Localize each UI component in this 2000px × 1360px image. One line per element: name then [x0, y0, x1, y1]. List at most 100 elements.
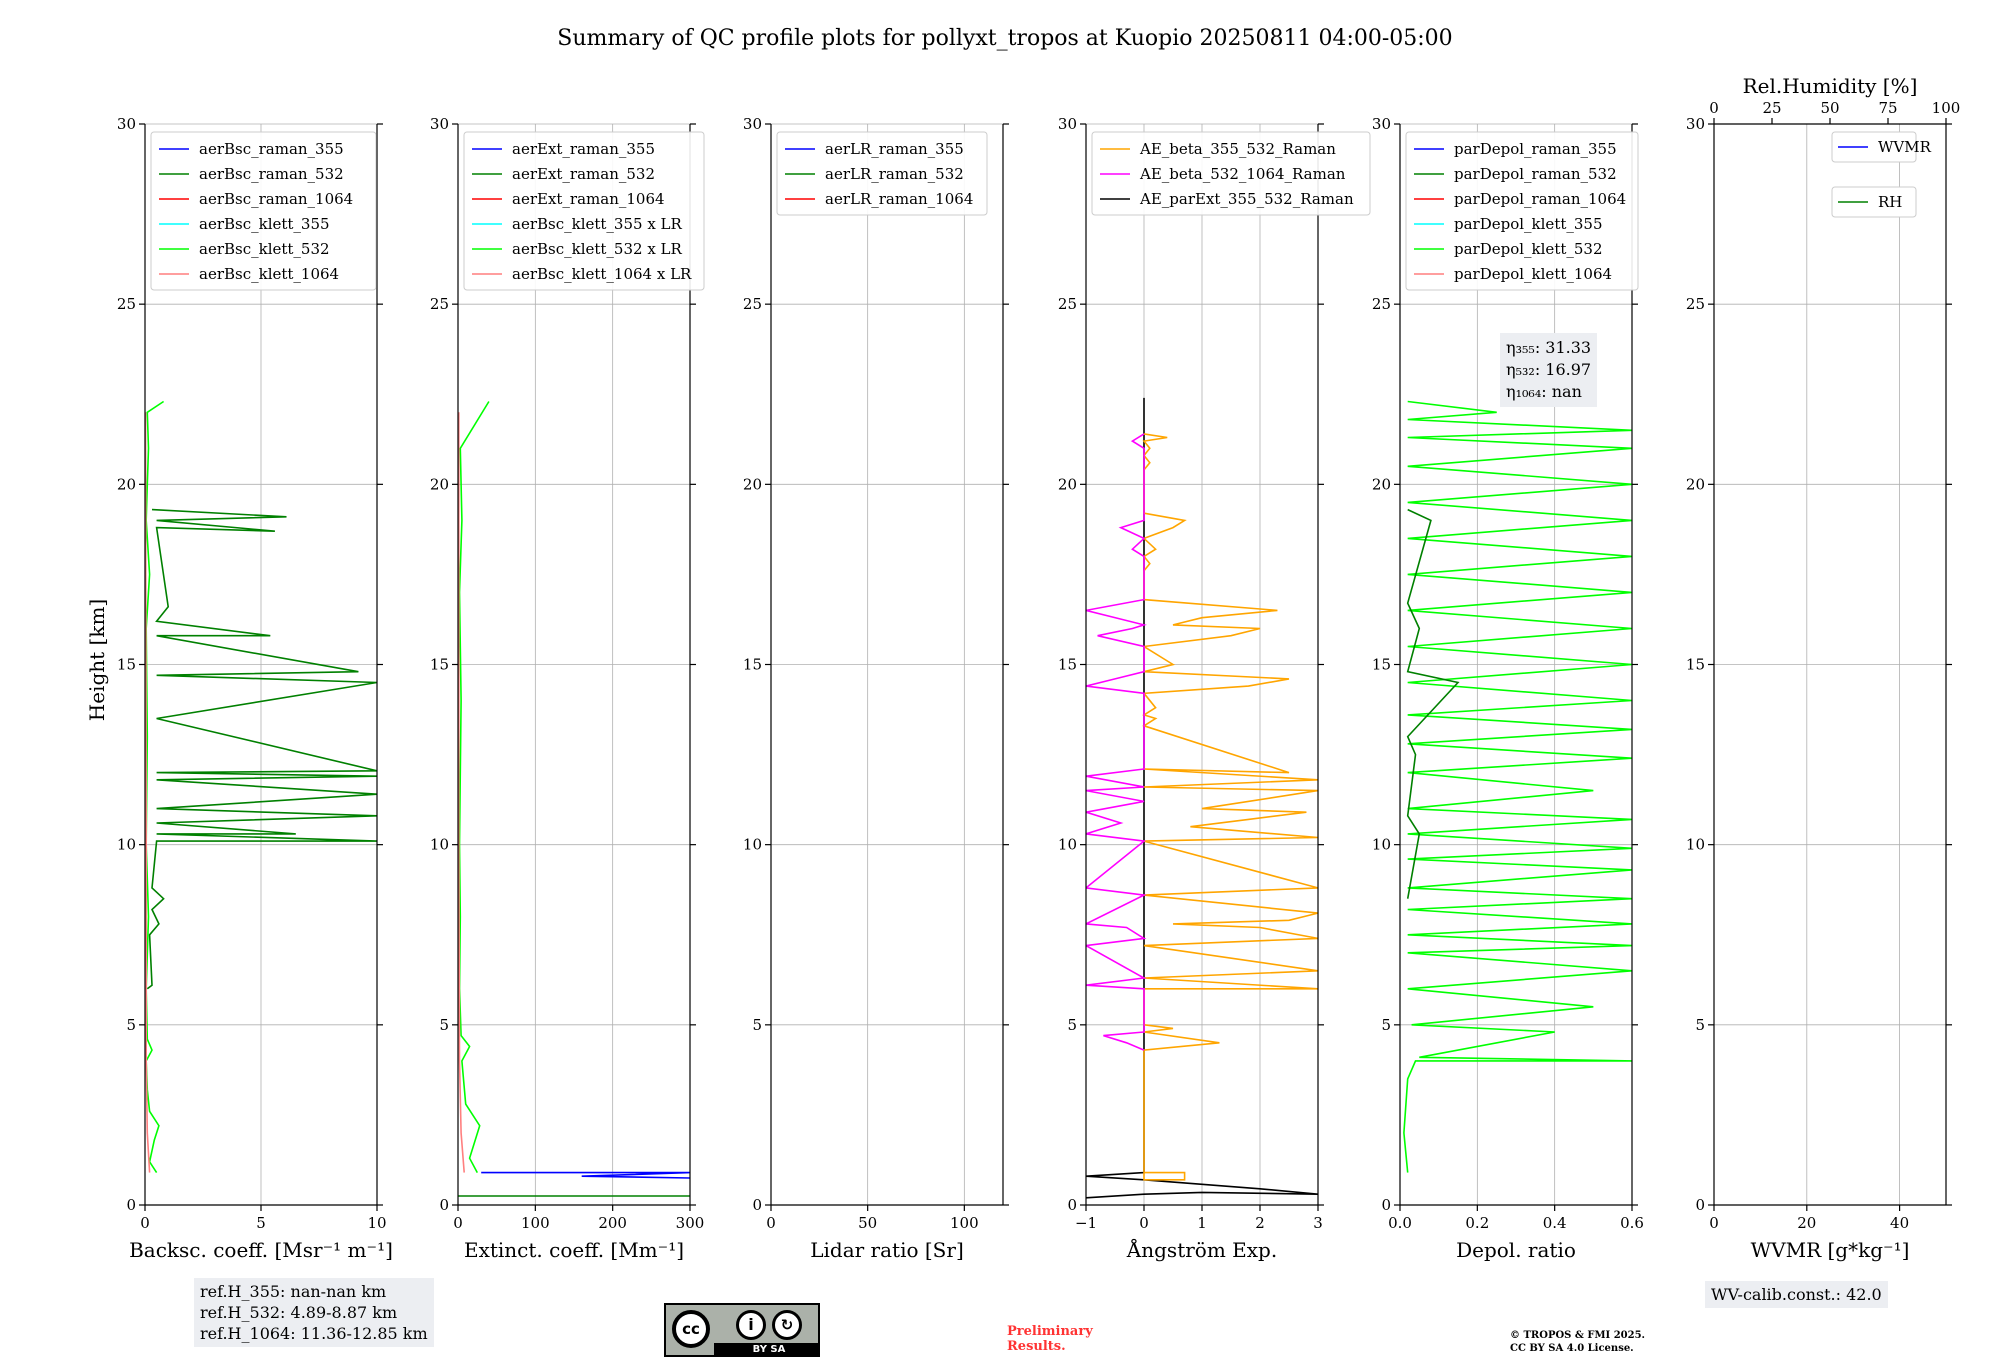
legend-label: aerBsc_klett_532: [199, 240, 330, 258]
series-aerBsc_klett_1064: [145, 412, 151, 1173]
ytick-label: 20: [1372, 475, 1391, 493]
ytick-label: 10: [1058, 836, 1077, 854]
copyright-line-1: © TROPOS & FMI 2025.: [1510, 1330, 1646, 1341]
xtick-label: 0: [453, 1214, 463, 1232]
ytick-label: 20: [743, 475, 762, 493]
ytick-label: 25: [430, 295, 449, 313]
legend-box: [1831, 131, 1917, 163]
xtick-label: 100: [521, 1214, 550, 1232]
legend-label: aerExt_raman_1064: [512, 190, 665, 208]
reference-height-box: ref.H_355: nan-nan km ref.H_532: 4.89-8.…: [194, 1278, 434, 1347]
preliminary-line-2: Results.: [1007, 1339, 1066, 1354]
legend-label: parDepol_raman_532: [1454, 165, 1617, 183]
legend-label: AE_beta_355_532_Raman: [1139, 140, 1336, 158]
series-aerBsc_klett_532 x LR: [458, 401, 490, 1173]
ytick-label: 5: [752, 1016, 762, 1034]
wv-calibration-constant: WV-calib.const.: 42.0: [1711, 1285, 1882, 1304]
xtick-label: 0.6: [1620, 1214, 1644, 1232]
ytick-label: 20: [117, 475, 136, 493]
ytick-label: 5: [1381, 1016, 1391, 1034]
ytick-label: 30: [430, 115, 449, 133]
series-aerBsc_klett_1064 x LR: [458, 412, 465, 1173]
ytick-label: 0: [1381, 1196, 1391, 1214]
ytick-label: 10: [117, 836, 136, 854]
ytick-label: 0: [126, 1196, 136, 1214]
xtick-label: 40: [1890, 1214, 1909, 1232]
legend-label: aerExt_raman_532: [512, 165, 655, 183]
ytick-label: 10: [743, 836, 762, 854]
series-aerBsc_klett_532: [145, 400, 165, 1174]
figure-title: Summary of QC profile plots for pollyxt_…: [557, 26, 1452, 51]
ytick-label: 25: [1058, 295, 1077, 313]
xtick-label: 200: [598, 1214, 627, 1232]
xtick-label: 0: [1709, 1214, 1719, 1232]
preliminary-note: Preliminary Results.: [1007, 1324, 1093, 1354]
ytick-label: 15: [743, 656, 762, 674]
ytick-label: 5: [1067, 1016, 1077, 1034]
preliminary-line-1: Preliminary: [1007, 1324, 1093, 1339]
xtick-label: 5: [256, 1214, 266, 1232]
legend-label: aerBsc_klett_532 x LR: [512, 240, 683, 258]
series-AE_parExt_355_532_Raman: [1086, 397, 1318, 1199]
ytick-label: 15: [1372, 656, 1391, 674]
xtick-label: 3: [1313, 1214, 1323, 1232]
series-parDepol_klett_532: [1403, 400, 1632, 1173]
ytick-label: 5: [1695, 1016, 1705, 1034]
legend-label: aerBsc_raman_532: [199, 165, 344, 183]
legend-label: aerBsc_klett_1064: [199, 265, 339, 283]
series-aerExt_raman_355: [481, 1171, 690, 1179]
ytick-label: 30: [1686, 115, 1705, 133]
legend-box: [1405, 131, 1639, 291]
ytick-label: 30: [1058, 115, 1077, 133]
top-x-axis-label: Rel.Humidity [%]: [1743, 74, 1918, 98]
xtick-label: −1: [1075, 1214, 1097, 1232]
ref-height-1064: ref.H_1064: 11.36-12.85 km: [200, 1324, 428, 1343]
top-xtick-label: 100: [1932, 99, 1961, 117]
legend-label: parDepol_raman_355: [1454, 140, 1617, 158]
ytick-label: 25: [743, 295, 762, 313]
copyright-note: © TROPOS & FMI 2025. CC BY SA 4.0 Licens…: [1510, 1329, 1645, 1355]
eta-box: η₃₅₅: 31.33 η₅₃₂: 16.97 η₁₀₆₄: nan: [1500, 333, 1598, 407]
ytick-label: 25: [1686, 295, 1705, 313]
x-axis-label: Lidar ratio [Sr]: [810, 1238, 964, 1262]
top-xtick-label: 75: [1878, 99, 1897, 117]
ytick-label: 5: [439, 1016, 449, 1034]
cc-license-logo: cc i ↻ BY SA: [664, 1303, 820, 1357]
xtick-label: 300: [676, 1214, 705, 1232]
xtick-label: 0.4: [1543, 1214, 1567, 1232]
legend-label: aerBsc_klett_1064 x LR: [512, 265, 692, 283]
eta-532: η₅₃₂: 16.97: [1506, 360, 1592, 379]
legend-label: aerBsc_klett_355: [199, 215, 330, 233]
x-axis-label: Backsc. coeff. [Msr⁻¹ m⁻¹]: [129, 1238, 393, 1262]
legend-label: parDepol_klett_355: [1454, 215, 1603, 233]
legend-box: [776, 131, 988, 216]
ytick-label: 25: [117, 295, 136, 313]
attribution-icon: i: [736, 1310, 766, 1340]
legend-label: aerBsc_raman_355: [199, 140, 344, 158]
cc-bottom-bar: BY SA: [714, 1343, 818, 1355]
xtick-label: 0.0: [1388, 1214, 1412, 1232]
ytick-label: 10: [1686, 836, 1705, 854]
ytick-label: 5: [126, 1016, 136, 1034]
ytick-label: 30: [1372, 115, 1391, 133]
top-xtick-label: 25: [1762, 99, 1781, 117]
x-axis-label: WVMR [g*kg⁻¹]: [1751, 1238, 1910, 1262]
legend-label: parDepol_klett_532: [1454, 240, 1603, 258]
ytick-label: 25: [1372, 295, 1391, 313]
xtick-label: 1: [1197, 1214, 1207, 1232]
ytick-label: 30: [117, 115, 136, 133]
series-aerBsc_raman_532: [146, 508, 377, 990]
eta-355: η₃₅₅: 31.33: [1506, 338, 1592, 357]
legend-box: [1831, 186, 1917, 218]
ytick-label: 15: [1058, 656, 1077, 674]
ytick-label: 10: [1372, 836, 1391, 854]
ytick-label: 15: [430, 656, 449, 674]
legend-box: [1091, 131, 1371, 216]
ytick-label: 30: [743, 115, 762, 133]
panel-lr: 0 5 10 15 20 25 30 0 50 100 Lidar ratio [Sr] aerLR_…: [743, 115, 1009, 1262]
ytick-label: 20: [430, 475, 449, 493]
ytick-label: 0: [1695, 1196, 1705, 1214]
ytick-label: 20: [1686, 475, 1705, 493]
